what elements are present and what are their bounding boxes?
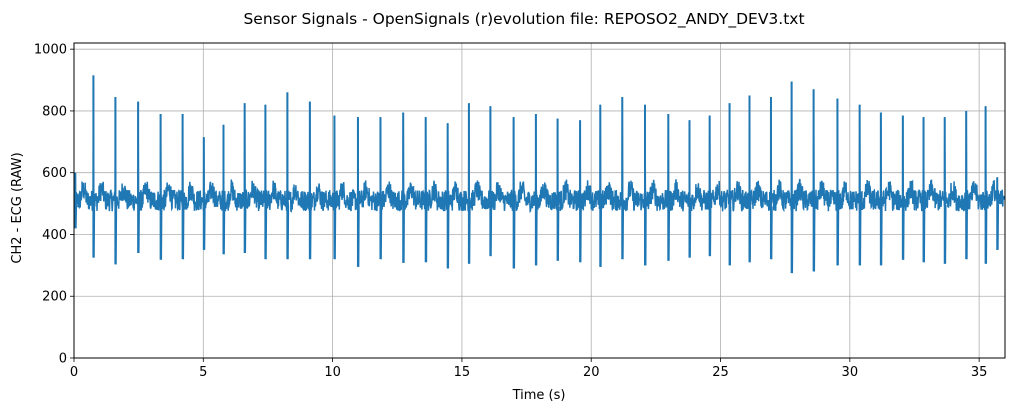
x-tick-label: 30 xyxy=(842,365,859,380)
x-tick-label: 35 xyxy=(971,365,988,380)
axes-frame xyxy=(73,42,1006,359)
x-tick-label: 15 xyxy=(454,365,471,380)
y-tick-label: 800 xyxy=(42,104,67,119)
x-tick-label: 10 xyxy=(324,365,341,380)
y-tick-label: 1000 xyxy=(34,43,67,58)
y-tick-label: 400 xyxy=(42,228,67,243)
x-tick-label: 20 xyxy=(583,365,600,380)
chart-title: Sensor Signals - OpenSignals (r)evolutio… xyxy=(243,10,804,29)
plot-area xyxy=(74,75,1005,274)
x-tick-label: 5 xyxy=(199,365,207,380)
x-axis-label: Time (s) xyxy=(512,388,566,403)
ecg-signal-line xyxy=(74,75,1005,274)
y-tick-label: 200 xyxy=(42,290,67,305)
x-tick-label: 0 xyxy=(70,365,78,380)
y-axis: 0 200 400 600 800 1000 xyxy=(34,43,74,367)
x-tick-label: 25 xyxy=(712,365,729,380)
grid-lines xyxy=(73,43,1005,359)
y-tick-label: 600 xyxy=(42,166,67,181)
y-tick-label: 0 xyxy=(59,352,67,367)
y-axis-label: CH2 - ECG (RAW) xyxy=(10,152,25,263)
x-axis: 0 5 10 15 20 25 30 35 xyxy=(70,358,988,380)
